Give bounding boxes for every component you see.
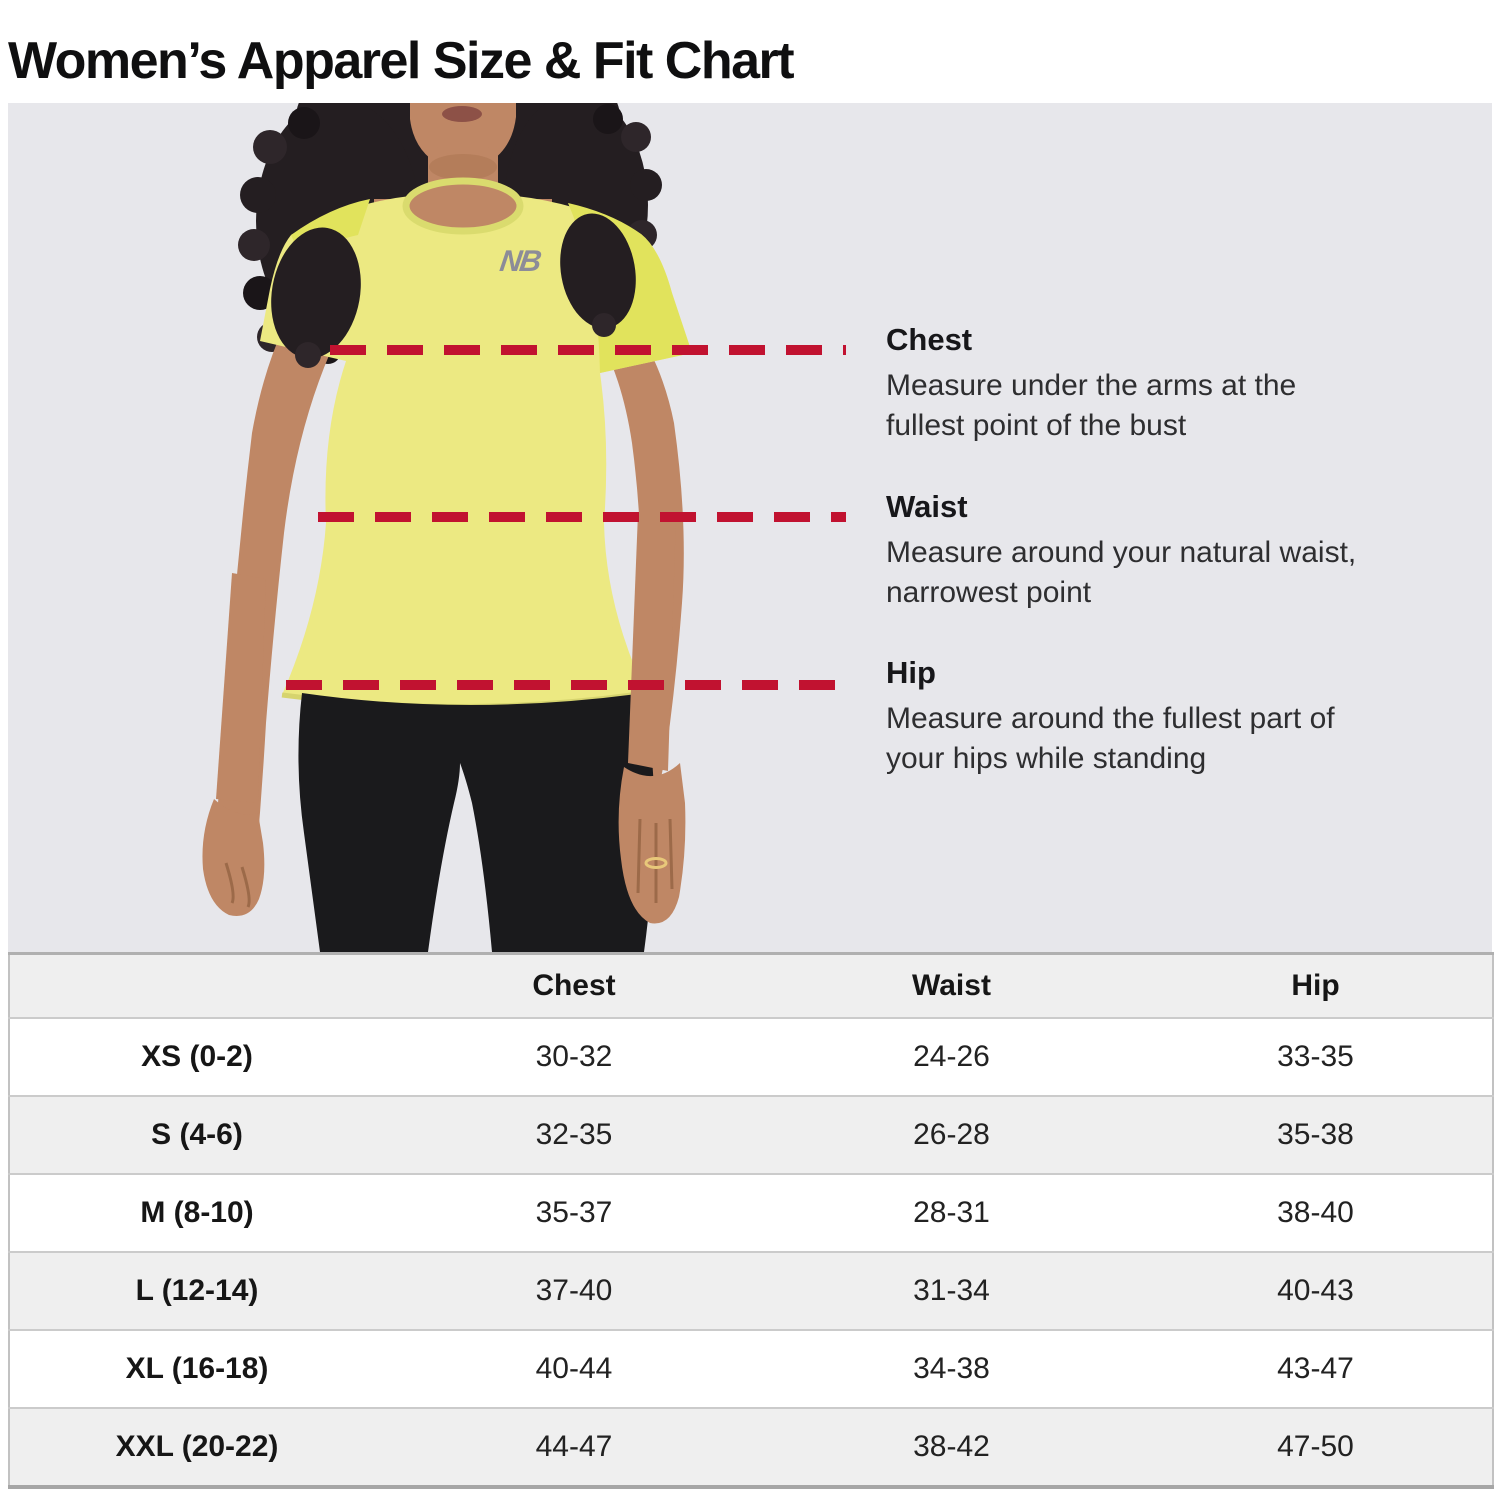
chest-annotation-description: Measure under the arms at the fullest po… (886, 369, 1297, 442)
model-ring (644, 857, 668, 869)
size-label: S (4-6) (9, 1096, 384, 1175)
hip-column-header: Hip (1139, 953, 1493, 1019)
size-label: XXL (20-22) (115, 1430, 279, 1463)
waist-value: 28-31 (764, 1174, 1139, 1253)
model-lips (442, 106, 482, 122)
chest-value: 32-35 (384, 1096, 764, 1175)
measurement-guide-panel: NB (8, 103, 1492, 952)
hip-value: 38-40 (1139, 1174, 1493, 1253)
size-label: XS (0-2) (9, 1018, 384, 1097)
chest-value: 35-37 (384, 1174, 764, 1253)
hip-measure-line (286, 680, 846, 690)
size-label: L (12-14) (9, 1252, 384, 1331)
chest-value: 40-44 (384, 1330, 764, 1409)
table-row: S (4-6) 32-35 26-28 35-38 (9, 1096, 1493, 1175)
chest-value: 37-40 (384, 1252, 764, 1331)
hip-value: 40-43 (1139, 1252, 1493, 1331)
hip-value: 47-50 (1277, 1430, 1354, 1463)
chest-column-header: Chest (384, 953, 764, 1019)
model-photo (202, 103, 692, 952)
waist-annotation: Waist Measure around your natural waist,… (886, 489, 1376, 613)
waist-value: 24-26 (764, 1018, 1139, 1097)
size-label: M (8-10) (9, 1174, 384, 1253)
hip-annotation-description: Measure around the fullest part of your … (886, 702, 1335, 775)
chest-value: 44-47 (535, 1430, 613, 1463)
hip-value: 35-38 (1139, 1096, 1493, 1175)
nb-logo: NB (497, 245, 542, 278)
model-leggings (298, 693, 655, 952)
hip-annotation: Hip Measure around the fullest part of y… (886, 655, 1376, 779)
chest-annotation-label: Chest (886, 322, 973, 357)
model-hands (202, 513, 686, 924)
table-row: XS (0-2) 30-32 24-26 33-35 (9, 1018, 1493, 1097)
waist-annotation-label: Waist (886, 489, 968, 524)
model-hair-front (271, 213, 636, 368)
hip-value: 43-47 (1139, 1330, 1493, 1409)
waist-value: 26-28 (764, 1096, 1139, 1175)
table-row: M (8-10) 35-37 28-31 38-40 (9, 1174, 1493, 1253)
table-row: XXL (20-22) 44-47 38-42 47-50 (9, 1408, 1493, 1487)
size-column-header (9, 953, 384, 1019)
table-header-row: Chest Waist Hip (9, 953, 1493, 1019)
hip-value: 33-35 (1139, 1018, 1493, 1097)
waist-value: 34-38 (764, 1330, 1139, 1409)
model-tshirt-collar (402, 177, 524, 235)
waist-value: 38-42 (913, 1430, 990, 1463)
size-table: Chest Waist Hip XS (0-2) 30-32 24-26 33-… (8, 952, 1494, 1489)
page-title: Women’s Apparel Size & Fit Chart (8, 31, 795, 90)
table-row: XL (16-18) 40-44 34-38 43-47 (9, 1330, 1493, 1409)
waist-value: 31-34 (764, 1252, 1139, 1331)
size-label: XL (16-18) (9, 1330, 384, 1409)
hip-annotation-label: Hip (886, 655, 936, 690)
chest-measure-line (330, 345, 846, 355)
chest-annotation: Chest Measure under the arms at the full… (886, 322, 1376, 446)
chest-value: 30-32 (384, 1018, 764, 1097)
table-row: L (12-14) 37-40 31-34 40-43 (9, 1252, 1493, 1331)
waist-column-header: Waist (764, 953, 1139, 1019)
waist-annotation-description: Measure around your natural waist, narro… (886, 536, 1357, 609)
waist-measure-line (318, 512, 846, 522)
